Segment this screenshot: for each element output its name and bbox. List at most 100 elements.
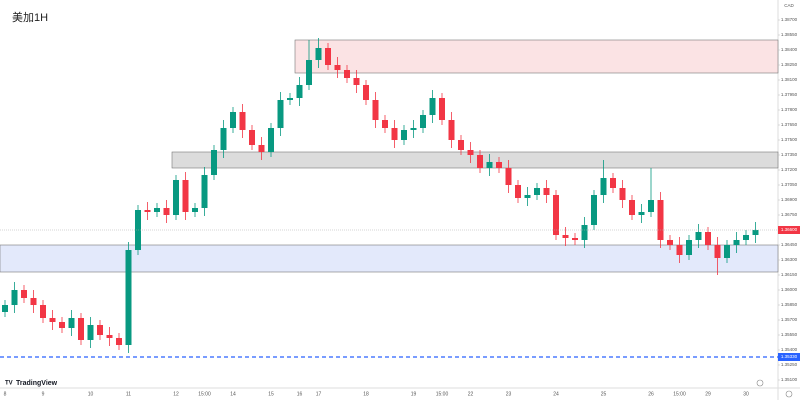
candle-body — [401, 130, 407, 140]
zone — [294, 39, 779, 74]
candle-body — [486, 162, 493, 168]
y-tick-label: 1.35250 — [781, 362, 798, 367]
y-tick-label: 1.37650 — [781, 122, 798, 127]
chart-title: 美加1H — [12, 11, 48, 24]
settings-icon[interactable] — [756, 379, 764, 387]
candle-body — [287, 98, 293, 100]
candle-body — [705, 232, 711, 245]
y-tick-label: 1.36750 — [781, 212, 798, 217]
x-tick-label: 30 — [743, 391, 749, 397]
candle-body — [648, 200, 654, 212]
x-tick-label: 15:00 — [673, 391, 686, 397]
alert-label: 1.35330 — [781, 354, 798, 359]
candle-body — [182, 180, 189, 212]
y-tick-label: 1.36450 — [781, 242, 798, 247]
candle-body — [306, 60, 312, 85]
candle-body — [106, 335, 113, 338]
candle-body — [581, 225, 588, 240]
candle-body — [11, 290, 18, 305]
y-tick-label: 1.36900 — [781, 197, 798, 202]
candle-body — [334, 65, 341, 70]
candle-body — [752, 230, 759, 235]
candle-body — [619, 188, 626, 200]
candle-body — [363, 85, 369, 100]
y-tick-label: 1.37950 — [781, 92, 798, 97]
logo-mark: TV — [5, 381, 13, 387]
x-tick-label: 10 — [88, 391, 94, 397]
candle-body — [572, 238, 578, 240]
candle-body — [173, 180, 179, 215]
candle-body — [230, 112, 236, 128]
candle-body — [21, 290, 27, 298]
x-tick-label: 25 — [601, 391, 607, 397]
candle-body — [353, 78, 360, 85]
candle-body — [562, 235, 569, 238]
candle-body — [515, 185, 521, 198]
y-tick-label: 1.37500 — [781, 137, 798, 142]
y-tick-label: 1.37350 — [781, 152, 798, 157]
candle-body — [724, 245, 730, 258]
settings-icon[interactable] — [785, 390, 793, 398]
candle-body — [2, 305, 8, 312]
candle-body — [467, 150, 474, 155]
candle-body — [448, 120, 455, 140]
candle-body — [420, 115, 426, 128]
y-tick-label: 1.36300 — [781, 257, 798, 262]
x-tick-label: 26 — [648, 391, 654, 397]
candle-body — [163, 208, 170, 215]
candle-body — [116, 338, 122, 345]
candle-body — [676, 245, 683, 255]
candle-body — [277, 100, 284, 128]
candle-body — [714, 245, 721, 258]
candle-body — [534, 188, 540, 195]
x-tick-label: 9 — [42, 391, 45, 397]
candle-body — [686, 240, 692, 255]
alert-box — [778, 353, 800, 361]
candle-body — [600, 178, 607, 195]
y-tick-label: 1.35850 — [781, 302, 798, 307]
x-tick-label: 23 — [506, 391, 512, 397]
x-tick-label: 24 — [553, 391, 559, 397]
candle-body — [477, 155, 483, 168]
candle-body — [429, 98, 436, 115]
zone — [0, 244, 779, 273]
x-tick-label: 19 — [411, 391, 417, 397]
x-tick-label: 18 — [363, 391, 369, 397]
candle-body — [543, 188, 550, 195]
y-tick-label: 1.38400 — [781, 47, 798, 52]
candle-body — [733, 240, 740, 245]
candle-body — [391, 128, 398, 140]
y-tick-label: 1.37050 — [781, 182, 798, 187]
candle-body — [30, 298, 37, 305]
candle-body — [296, 85, 303, 98]
candle-body — [268, 128, 274, 152]
candle-body — [144, 210, 151, 212]
candle-body — [249, 130, 255, 145]
candle-body — [68, 318, 75, 328]
candle-body — [410, 128, 417, 130]
candle-body — [629, 200, 635, 215]
candle-body — [40, 305, 46, 318]
candle-body — [458, 140, 464, 150]
candle-body — [239, 112, 246, 130]
last-price-box — [778, 226, 800, 234]
x-tick-label: 16 — [297, 391, 303, 397]
y-tick-label: 1.38700 — [781, 17, 798, 22]
candle-body — [97, 325, 103, 335]
y-tick-label: 1.35550 — [781, 332, 798, 337]
x-tick-label: 29 — [705, 391, 711, 397]
candle-body — [591, 195, 597, 225]
candle-body — [610, 178, 616, 188]
y-tick-label: 1.36000 — [781, 287, 798, 292]
candle-body — [325, 48, 331, 65]
y-tick-label: 1.38100 — [781, 77, 798, 82]
candle-body — [315, 48, 322, 60]
y-tick-label: 1.38250 — [781, 62, 798, 67]
y-tick-label: 1.38550 — [781, 32, 798, 37]
candle-body — [211, 150, 217, 175]
y-tick-label: 1.37800 — [781, 107, 798, 112]
y-tick-label: 1.35100 — [781, 377, 798, 382]
candle-body — [505, 168, 512, 185]
x-tick-label: 22 — [468, 391, 474, 397]
